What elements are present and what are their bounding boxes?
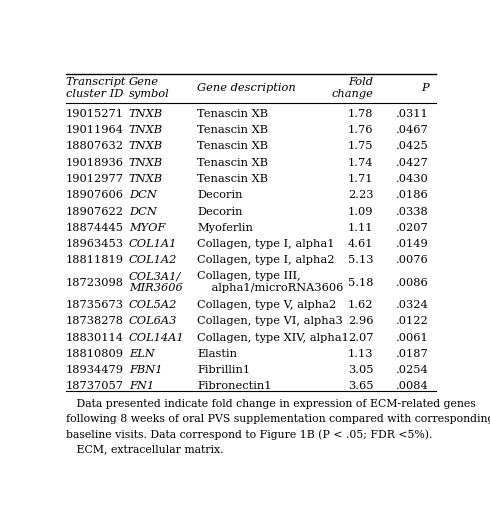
Text: P: P	[421, 82, 429, 93]
Text: Collagen, type VI, alpha3: Collagen, type VI, alpha3	[197, 316, 343, 326]
Text: 18907606: 18907606	[66, 190, 124, 200]
Text: COL3A1/: COL3A1/	[129, 271, 181, 281]
Text: 1.09: 1.09	[348, 206, 373, 216]
Text: .0338: .0338	[396, 206, 429, 216]
Text: .0122: .0122	[396, 316, 429, 326]
Text: .0427: .0427	[396, 157, 429, 167]
Text: 18874445: 18874445	[66, 222, 124, 232]
Text: COL1A1: COL1A1	[129, 239, 177, 248]
Text: MYOF: MYOF	[129, 222, 165, 232]
Text: 1.13: 1.13	[348, 348, 373, 358]
Text: 2.07: 2.07	[348, 332, 373, 342]
Text: Fibronectin1: Fibronectin1	[197, 381, 271, 391]
Text: Collagen, type I, alpha1: Collagen, type I, alpha1	[197, 239, 335, 248]
Text: COL1A2: COL1A2	[129, 255, 177, 265]
Text: 5.18: 5.18	[348, 277, 373, 287]
Text: Fold
change: Fold change	[332, 77, 373, 98]
Text: FN1: FN1	[129, 381, 154, 391]
Text: TNXB: TNXB	[129, 174, 163, 184]
Text: COL14A1: COL14A1	[129, 332, 184, 342]
Text: Data presented indicate fold change in expression of ECM-related genes: Data presented indicate fold change in e…	[66, 399, 476, 408]
Text: .0207: .0207	[396, 222, 429, 232]
Text: Transcript
cluster ID: Transcript cluster ID	[66, 77, 126, 98]
Text: 2.23: 2.23	[348, 190, 373, 200]
Text: .0430: .0430	[396, 174, 429, 184]
Text: ELN: ELN	[129, 348, 155, 358]
Text: Gene
symbol: Gene symbol	[129, 77, 170, 98]
Text: 3.05: 3.05	[348, 364, 373, 375]
Text: 1.71: 1.71	[348, 174, 373, 184]
Text: Gene description: Gene description	[197, 82, 296, 93]
Text: DCN: DCN	[129, 206, 157, 216]
Text: DCN: DCN	[129, 190, 157, 200]
Text: .0187: .0187	[396, 348, 429, 358]
Text: 18737057: 18737057	[66, 381, 124, 391]
Text: Collagen, type XIV, alpha1: Collagen, type XIV, alpha1	[197, 332, 349, 342]
Text: Tenascin XB: Tenascin XB	[197, 141, 269, 151]
Text: 1.76: 1.76	[348, 125, 373, 135]
Text: 1.78: 1.78	[348, 108, 373, 119]
Text: TNXB: TNXB	[129, 157, 163, 167]
Text: 18963453: 18963453	[66, 239, 124, 248]
Text: .0467: .0467	[396, 125, 429, 135]
Text: TNXB: TNXB	[129, 108, 163, 119]
Text: .0061: .0061	[396, 332, 429, 342]
Text: 19011964: 19011964	[66, 125, 124, 135]
Text: 18934479: 18934479	[66, 364, 124, 375]
Text: Decorin: Decorin	[197, 190, 243, 200]
Text: 19012977: 19012977	[66, 174, 124, 184]
Text: 3.65: 3.65	[348, 381, 373, 391]
Text: 1.11: 1.11	[348, 222, 373, 232]
Text: Tenascin XB: Tenascin XB	[197, 174, 269, 184]
Text: Collagen, type V, alpha2: Collagen, type V, alpha2	[197, 299, 337, 309]
Text: 2.96: 2.96	[348, 316, 373, 326]
Text: 19015271: 19015271	[66, 108, 124, 119]
Text: 18907622: 18907622	[66, 206, 124, 216]
Text: Elastin: Elastin	[197, 348, 237, 358]
Text: 18723098: 18723098	[66, 277, 124, 287]
Text: Fibrillin1: Fibrillin1	[197, 364, 250, 375]
Text: .0324: .0324	[396, 299, 429, 309]
Text: Tenascin XB: Tenascin XB	[197, 157, 269, 167]
Text: 5.13: 5.13	[348, 255, 373, 265]
Text: .0311: .0311	[396, 108, 429, 119]
Text: 1.62: 1.62	[348, 299, 373, 309]
Text: 18738278: 18738278	[66, 316, 124, 326]
Text: 19018936: 19018936	[66, 157, 124, 167]
Text: Decorin: Decorin	[197, 206, 243, 216]
Text: ECM, extracellular matrix.: ECM, extracellular matrix.	[66, 443, 223, 453]
Text: 4.61: 4.61	[348, 239, 373, 248]
Text: .0425: .0425	[396, 141, 429, 151]
Text: MIR3606: MIR3606	[129, 282, 183, 292]
Text: alpha1/microRNA3606: alpha1/microRNA3606	[197, 282, 343, 292]
Text: 18807632: 18807632	[66, 141, 124, 151]
Text: .0186: .0186	[396, 190, 429, 200]
Text: Tenascin XB: Tenascin XB	[197, 125, 269, 135]
Text: COL5A2: COL5A2	[129, 299, 177, 309]
Text: Tenascin XB: Tenascin XB	[197, 108, 269, 119]
Text: COL6A3: COL6A3	[129, 316, 177, 326]
Text: Collagen, type III,: Collagen, type III,	[197, 271, 301, 281]
Text: baseline visits. Data correspond to Figure 1B (P < .05; FDR <5%).: baseline visits. Data correspond to Figu…	[66, 428, 432, 439]
Text: following 8 weeks of oral PVS supplementation compared with corresponding: following 8 weeks of oral PVS supplement…	[66, 413, 490, 423]
Text: Collagen, type I, alpha2: Collagen, type I, alpha2	[197, 255, 335, 265]
Text: 1.74: 1.74	[348, 157, 373, 167]
Text: 18830114: 18830114	[66, 332, 124, 342]
Text: TNXB: TNXB	[129, 141, 163, 151]
Text: 18811819: 18811819	[66, 255, 124, 265]
Text: .0149: .0149	[396, 239, 429, 248]
Text: .0086: .0086	[396, 277, 429, 287]
Text: .0254: .0254	[396, 364, 429, 375]
Text: FBN1: FBN1	[129, 364, 162, 375]
Text: .0076: .0076	[396, 255, 429, 265]
Text: 1.75: 1.75	[348, 141, 373, 151]
Text: 18735673: 18735673	[66, 299, 124, 309]
Text: Myoferlin: Myoferlin	[197, 222, 253, 232]
Text: 18810809: 18810809	[66, 348, 124, 358]
Text: TNXB: TNXB	[129, 125, 163, 135]
Text: .0084: .0084	[396, 381, 429, 391]
